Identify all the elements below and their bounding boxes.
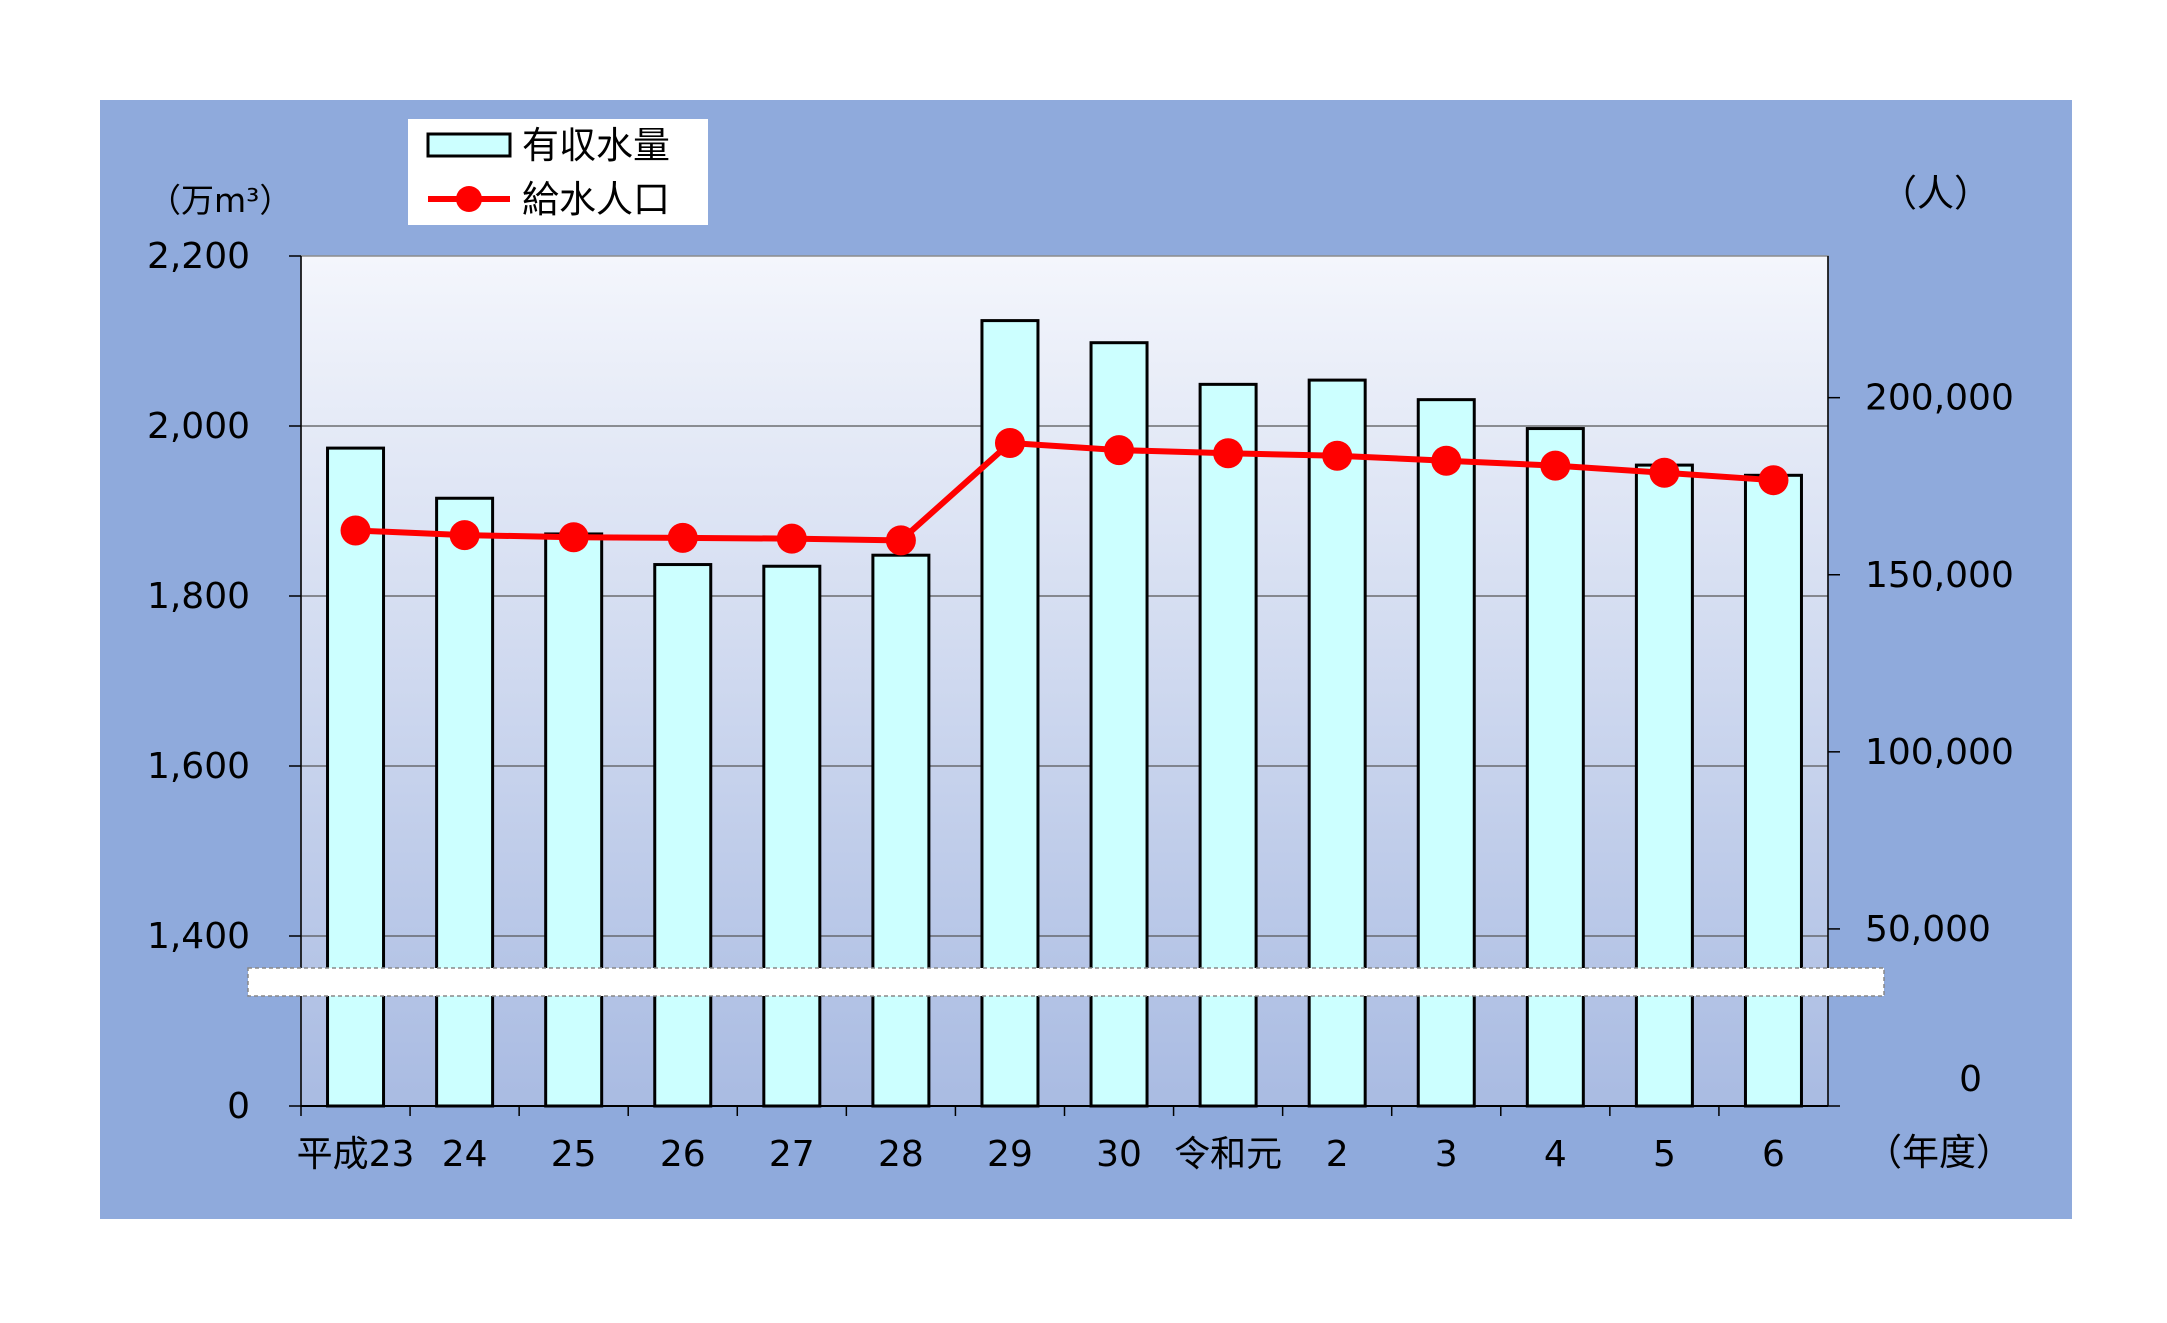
x-axis-tick-label: 令和元: [1174, 1134, 1282, 1175]
legend-line-marker: [456, 186, 482, 212]
line-point: [1213, 438, 1244, 469]
x-axis-tick-label: 6: [1762, 1134, 1785, 1175]
bar: [1416, 398, 1476, 1108]
line-point: [340, 515, 371, 546]
bar: [435, 496, 495, 1108]
right-axis-unit: （人）: [1880, 172, 1991, 215]
bar: [326, 446, 386, 1108]
right-axis-tick-label: 0: [1959, 1059, 1982, 1100]
bar: [1743, 473, 1803, 1108]
legend-line-label: 給水人口: [522, 178, 670, 221]
bar: [1634, 463, 1694, 1108]
right-axis-tick-label: 150,000: [1865, 555, 2014, 596]
left-axis-tick-label: 2,000: [147, 406, 250, 447]
left-axis-tick-label: 1,800: [147, 576, 250, 617]
x-axis-tick-label: 26: [660, 1134, 706, 1175]
x-axis-tick-label: 2: [1326, 1134, 1349, 1175]
line-series: [340, 428, 1789, 556]
right-axis-tick-label: 50,000: [1865, 909, 1991, 950]
line-point: [1104, 435, 1135, 466]
x-axis-tick-label: 28: [878, 1134, 924, 1175]
bar: [1307, 378, 1367, 1108]
bar: [653, 563, 713, 1108]
bar: [762, 564, 822, 1108]
legend: 有収水量 給水人口: [408, 119, 708, 225]
right-axis-tick-label: 100,000: [1865, 732, 2014, 773]
line-point: [994, 428, 1025, 458]
line-point: [885, 525, 916, 556]
line-point: [1758, 465, 1789, 496]
x-axis-tick-label: 平成23: [297, 1134, 415, 1175]
bar: [1198, 382, 1258, 1108]
line-point: [449, 520, 480, 551]
line-point: [776, 523, 807, 554]
right-axis-tick-label: 200,000: [1865, 378, 2014, 419]
x-axis-tick-label: 25: [551, 1134, 597, 1175]
line-point: [1431, 445, 1462, 476]
legend-bar-swatch: [426, 132, 512, 158]
left-axis-tick-label: 0: [227, 1086, 250, 1127]
bar: [544, 532, 604, 1108]
x-axis-tick-label: 24: [442, 1134, 488, 1175]
bar: [871, 553, 931, 1108]
series-line: [355, 440, 1774, 544]
left-axis-tick-label: 1,600: [147, 746, 250, 787]
x-axis-tick-label: 29: [987, 1134, 1033, 1175]
left-axis-tick-label: 2,200: [147, 236, 250, 277]
legend-bar-label: 有収水量: [522, 124, 670, 167]
line-point: [1649, 457, 1680, 488]
axis-break: [247, 967, 1885, 997]
left-axis-tick-label: 1,400: [147, 916, 250, 957]
line-point: [1322, 440, 1353, 471]
line-point: [667, 522, 698, 553]
x-axis-tick-label: 30: [1096, 1134, 1142, 1175]
axis-break-band: [247, 967, 1885, 997]
x-axis-tick-label: 27: [769, 1134, 815, 1175]
bar: [1525, 427, 1585, 1108]
left-axis-unit: （万m³）: [148, 181, 292, 220]
line-point: [1540, 450, 1571, 481]
x-axis-tick-label: 3: [1435, 1134, 1458, 1175]
axis-labels: 2,200 2,000 1,800 1,600 1,400 0 200,000 150,000…: [147, 236, 2014, 1175]
x-axis-tick-label: 5: [1653, 1134, 1676, 1175]
x-axis-tick-label: 4: [1544, 1134, 1567, 1175]
line-point: [558, 522, 589, 553]
x-axis-unit: （年度）: [1865, 1131, 2013, 1174]
